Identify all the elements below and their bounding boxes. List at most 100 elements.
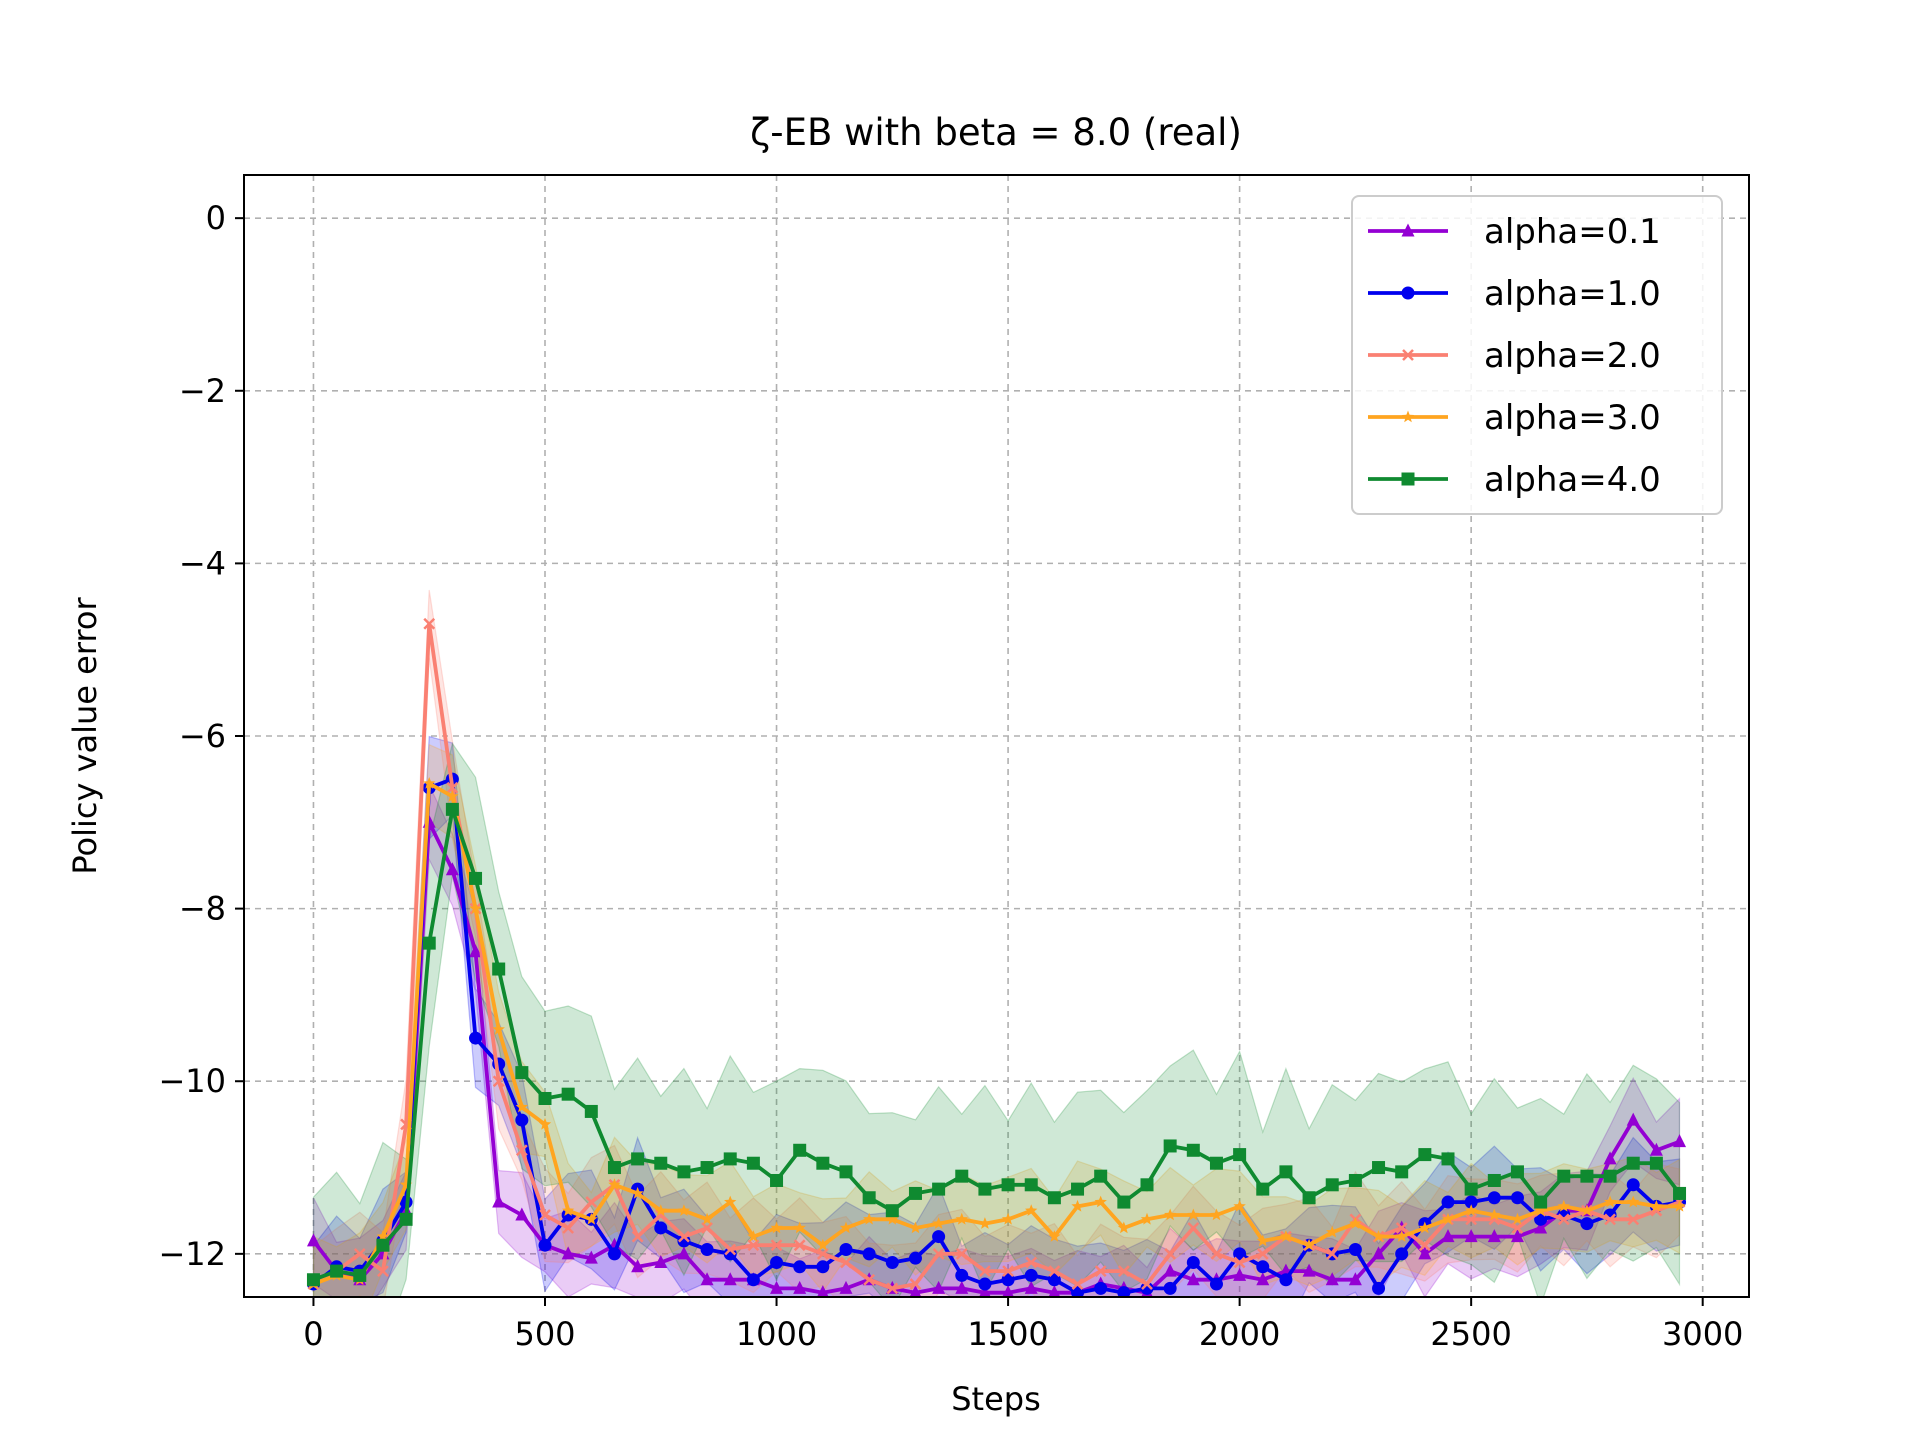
data-point-square — [1163, 1139, 1177, 1153]
data-point-cross — [1326, 1247, 1339, 1260]
data-point-cross — [909, 1278, 922, 1290]
data-point-triangle — [1302, 1263, 1316, 1277]
data-point-triangle — [1048, 1285, 1061, 1297]
data-point-square — [1024, 1178, 1038, 1192]
data-point-circle — [978, 1277, 992, 1291]
y-axis-label: Policy value error — [66, 597, 104, 875]
data-point-square — [1094, 1169, 1108, 1183]
data-point-star — [1164, 1208, 1177, 1221]
data-point-triangle — [1372, 1246, 1386, 1260]
data-point-square — [469, 871, 483, 885]
data-point-star — [1326, 1225, 1339, 1238]
data-point-circle — [1534, 1212, 1548, 1226]
data-point-circle — [1024, 1268, 1038, 1282]
data-point-star — [1117, 1221, 1130, 1234]
data-point-star — [1279, 1230, 1293, 1242]
y-tick-label: −12 — [158, 1235, 226, 1273]
data-point-triangle — [1233, 1267, 1247, 1281]
x-tick-label: 2000 — [1199, 1315, 1280, 1353]
data-point-square — [1047, 1191, 1061, 1205]
data-point-star — [538, 1117, 552, 1130]
data-point-circle — [469, 1031, 483, 1045]
data-point-star — [1071, 1199, 1084, 1212]
data-point-triangle — [1348, 1272, 1362, 1286]
data-point-triangle — [1510, 1229, 1524, 1243]
data-point-square — [1626, 1156, 1640, 1170]
data-point-triangle — [584, 1250, 598, 1264]
legend: alpha=0.1 alpha=1.0 alpha=2.0 alpha=3.0 alph… — [1351, 195, 1723, 515]
data-point-cross — [770, 1239, 783, 1252]
data-point-triangle — [909, 1285, 922, 1297]
data-point-triangle — [1401, 223, 1415, 237]
data-point-star — [1256, 1234, 1269, 1247]
data-point-square — [1464, 1182, 1478, 1196]
data-point-triangle — [677, 1246, 691, 1260]
data-point-triangle — [654, 1254, 668, 1268]
data-point-triangle — [1464, 1229, 1478, 1243]
data-point-circle — [793, 1260, 807, 1274]
data-point-triangle — [979, 1285, 991, 1297]
data-point-square — [1001, 1178, 1015, 1192]
data-point-triangle — [1002, 1285, 1014, 1297]
data-point-triangle — [1534, 1220, 1548, 1234]
data-point-triangle — [770, 1280, 784, 1294]
data-point-triangle — [1186, 1272, 1200, 1286]
legend-label: alpha=3.0 — [1484, 398, 1661, 438]
data-point-star — [1395, 1230, 1408, 1242]
data-point-square — [1395, 1165, 1409, 1179]
data-point-square — [1441, 1152, 1455, 1166]
data-point-cross — [1233, 1256, 1246, 1269]
data-point-square — [306, 1273, 320, 1287]
data-point-star — [469, 902, 482, 914]
data-point-cross — [1141, 1278, 1153, 1290]
data-point-circle — [955, 1268, 969, 1282]
data-point-star — [955, 1212, 968, 1225]
data-point-square — [353, 1268, 367, 1282]
y-tick-label: −8 — [179, 890, 226, 928]
data-point-star — [1603, 1195, 1617, 1208]
data-point-square — [746, 1156, 760, 1170]
data-point-star — [863, 1212, 876, 1225]
data-point-square — [1557, 1169, 1571, 1183]
data-point-triangle — [469, 944, 483, 958]
data-point-square — [1603, 1169, 1617, 1183]
y-axis-ticks: 0 −2 −4 −6 −8 −10 −12 — [158, 199, 244, 1273]
data-point-triangle — [1673, 1134, 1687, 1148]
data-point-triangle — [515, 1207, 529, 1221]
data-point-star — [399, 1178, 413, 1191]
data-point-cross — [955, 1247, 968, 1260]
data-point-cross — [747, 1239, 760, 1252]
data-point-circle — [1487, 1191, 1501, 1205]
data-point-cross — [1604, 1213, 1616, 1226]
data-point-circle — [1279, 1273, 1293, 1287]
data-point-star — [1511, 1212, 1524, 1225]
data-point-circle — [1441, 1195, 1455, 1209]
data-point-square — [399, 1212, 413, 1226]
data-point-star — [1465, 1204, 1478, 1216]
data-point-circle — [1372, 1281, 1386, 1295]
data-point-star — [1302, 1238, 1316, 1251]
data-point-circle — [1256, 1260, 1270, 1274]
data-point-star — [1233, 1199, 1246, 1212]
data-point-cross — [353, 1247, 366, 1260]
data-point-square — [1487, 1173, 1501, 1187]
data-point-square — [607, 1161, 621, 1175]
data-point-circle — [932, 1230, 946, 1244]
data-point-triangle — [631, 1259, 645, 1273]
data-point-star — [1048, 1230, 1061, 1242]
data-point-cross — [423, 617, 436, 630]
data-point-cross — [492, 1075, 505, 1088]
data-point-star — [1372, 1230, 1385, 1242]
data-point-square — [654, 1156, 668, 1170]
data-point-circle — [654, 1221, 668, 1235]
data-point-cross — [1002, 1265, 1014, 1277]
data-point-square — [376, 1238, 390, 1252]
data-point-cross — [1627, 1213, 1640, 1226]
data-point-cross — [840, 1256, 852, 1269]
x-tick-label: 1500 — [967, 1315, 1048, 1353]
data-point-square — [1649, 1156, 1663, 1170]
data-point-star — [816, 1238, 829, 1251]
data-point-square — [1117, 1195, 1131, 1209]
data-point-star — [654, 1204, 667, 1216]
